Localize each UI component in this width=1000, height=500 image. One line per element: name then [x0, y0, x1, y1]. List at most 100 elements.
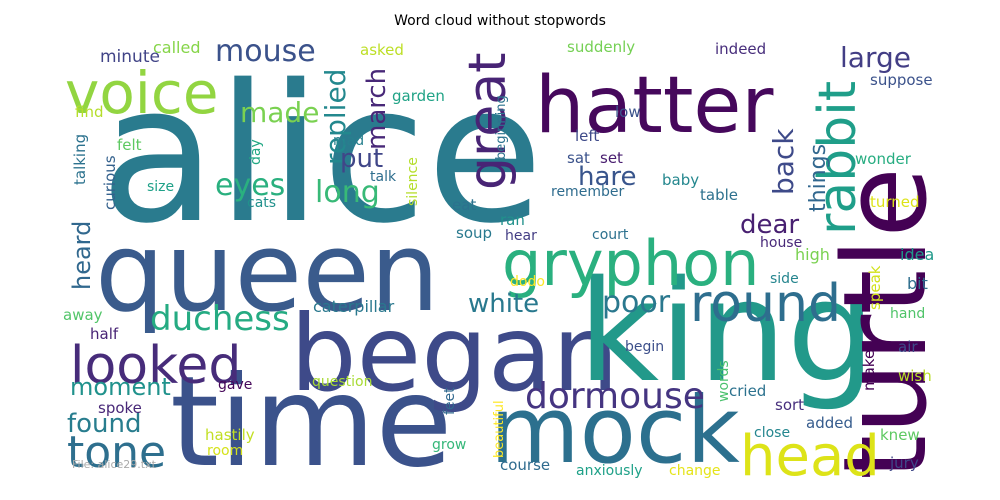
word-house: house	[760, 235, 802, 251]
word-bit: bit	[907, 274, 928, 293]
word-grow: grow	[432, 437, 466, 453]
word-asked: asked	[360, 41, 404, 59]
word-march: march	[362, 68, 392, 150]
word-sat: sat	[567, 149, 590, 167]
word-set: set	[600, 149, 623, 167]
word-duchess: duchess	[150, 299, 290, 339]
word-room: room	[207, 443, 243, 459]
word-turtle: turtle	[819, 167, 953, 480]
word-hastily: hastily	[205, 426, 255, 444]
word-words: words	[716, 360, 732, 402]
word-looked: looked	[70, 336, 241, 396]
word-question: question	[312, 374, 372, 390]
word-feet: feet	[442, 387, 458, 415]
word-poor: poor	[602, 285, 671, 320]
word-wonder: wonder	[855, 150, 912, 168]
word-eat: eat	[452, 196, 476, 214]
word-beginning: beginning	[494, 95, 509, 160]
word-silence: silence	[405, 157, 421, 206]
word-felt: felt	[117, 136, 142, 154]
word-day: day	[248, 139, 264, 165]
word-tone: tone	[67, 427, 166, 478]
word-curious: curious	[101, 155, 119, 210]
word-put: put	[340, 144, 383, 174]
word-alice: alice	[100, 44, 543, 265]
source-file-label: File: alice29.txt	[72, 458, 156, 471]
word-side: side	[770, 271, 799, 287]
word-begin: begin	[625, 339, 664, 355]
chart-title: Word cloud without stopwords	[394, 13, 606, 29]
word-mad: mad	[333, 133, 364, 149]
word-beautiful: beautiful	[492, 400, 507, 458]
word-sort: sort	[775, 396, 804, 414]
word-speak: speak	[866, 265, 884, 310]
word-found: found	[67, 409, 142, 439]
word-hand: hand	[890, 306, 925, 322]
word-time: time	[170, 350, 452, 495]
word-air: air	[898, 338, 918, 356]
word-cats: cats	[247, 195, 276, 211]
word-high: high	[795, 245, 830, 264]
word-course: course	[500, 456, 550, 474]
word-court: court	[592, 227, 629, 243]
word-voice: voice	[65, 59, 219, 127]
word-dear: dear	[740, 210, 799, 240]
word-head: head	[740, 424, 880, 489]
word-anxiously: anxiously	[576, 463, 643, 479]
word-low: low	[615, 103, 641, 121]
word-round: round	[690, 274, 841, 334]
word-away: away	[63, 306, 103, 324]
word-ran: ran	[500, 211, 525, 229]
word-garden: garden	[392, 87, 445, 105]
word-caterpillar: caterpillar	[313, 297, 395, 316]
word-suddenly: suddenly	[567, 38, 635, 56]
word-knew: knew	[880, 426, 920, 444]
word-moment: moment	[70, 373, 171, 401]
word-made: made	[240, 96, 319, 129]
word-mouse: mouse	[215, 34, 316, 69]
word-close: close	[754, 425, 790, 441]
word-king: king	[578, 251, 876, 414]
word-talking: talking	[71, 134, 89, 185]
word-turned: turned	[870, 193, 920, 211]
word-replied: replied	[319, 69, 352, 165]
word-size: size	[147, 179, 174, 195]
word-dodo: dodo	[510, 274, 545, 290]
word-heard: heard	[68, 221, 96, 290]
word-talk: talk	[370, 169, 397, 185]
word-began: began	[290, 293, 619, 415]
word-half: half	[90, 325, 119, 343]
word-back: back	[767, 128, 800, 195]
word-called: called	[153, 38, 201, 57]
word-white: white	[468, 289, 539, 319]
word-left: left	[575, 127, 599, 145]
word-make: make	[860, 350, 878, 391]
word-table: table	[700, 186, 738, 204]
word-jury: jury	[889, 454, 919, 472]
word-gave: gave	[218, 377, 252, 393]
word-spoke: spoke	[98, 399, 142, 417]
word-minute: minute	[100, 47, 160, 67]
word-soup: soup	[456, 224, 492, 242]
word-change: change	[669, 463, 721, 479]
word-remember: remember	[551, 184, 624, 200]
word-great: great	[458, 53, 518, 191]
word-things: things	[806, 144, 831, 212]
word-hare: hare	[578, 162, 637, 192]
word-gryphon: gryphon	[502, 227, 759, 300]
word-suppose: suppose	[870, 71, 933, 89]
word-baby: baby	[662, 171, 699, 189]
word-rabbit: rabbit	[808, 81, 868, 235]
word-cried: cried	[729, 382, 766, 400]
word-added: added	[806, 414, 853, 432]
word-hear: hear	[505, 228, 537, 244]
word-idea: idea	[900, 245, 934, 264]
word-indeed: indeed	[715, 40, 766, 58]
word-wish: wish	[898, 367, 932, 385]
word-queen: queen	[95, 208, 440, 336]
word-long: long	[315, 175, 380, 210]
word-find: find	[75, 103, 103, 121]
word-eyes: eyes	[215, 168, 285, 203]
word-large: large	[840, 41, 911, 74]
